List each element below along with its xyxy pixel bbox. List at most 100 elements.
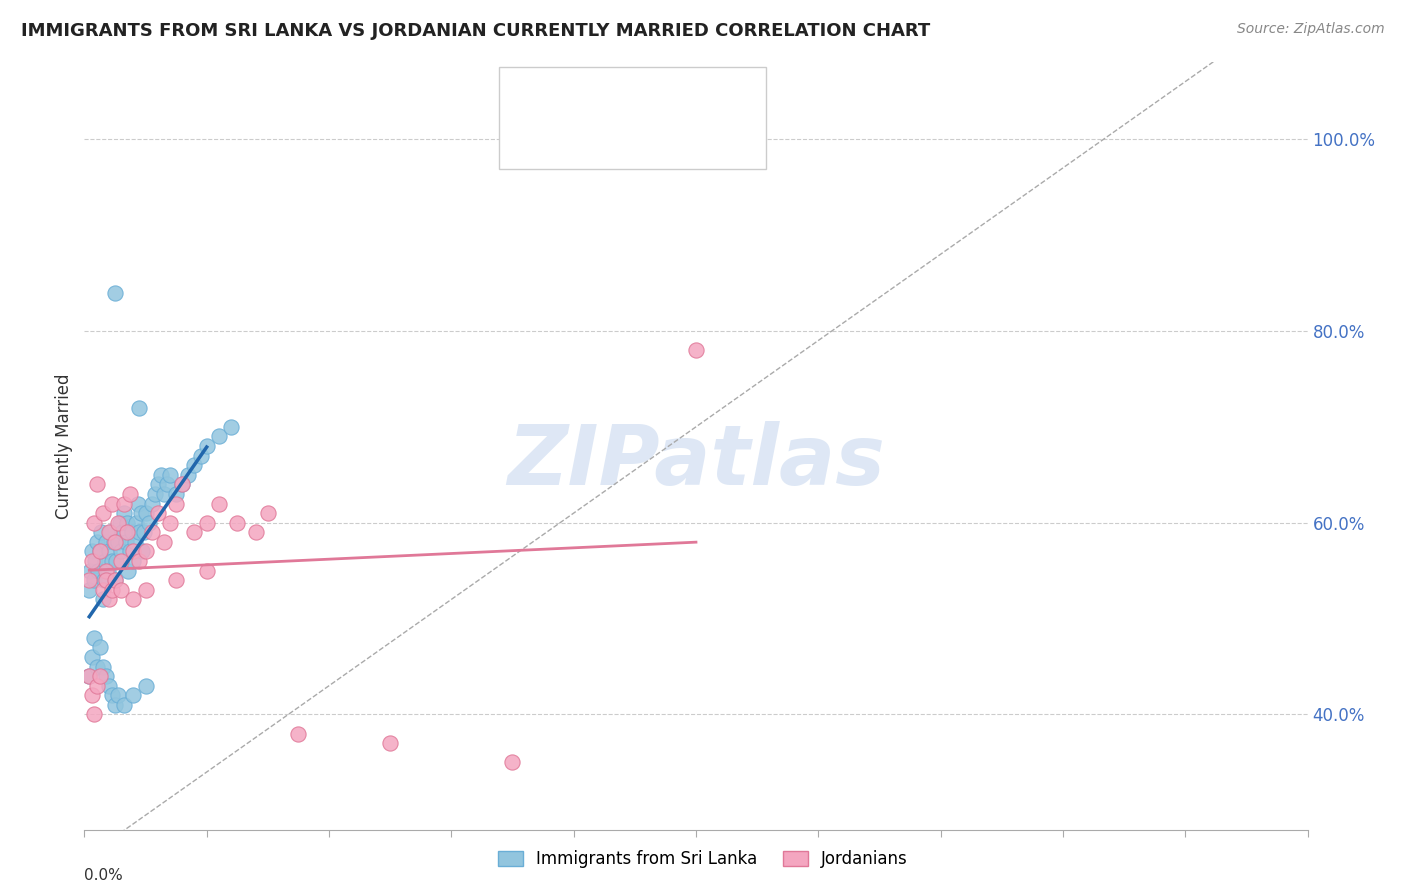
Point	[77, 582, 100, 597]
Point	[128, 554, 150, 568]
Point	[165, 574, 187, 588]
Point	[159, 516, 181, 530]
Point	[97, 544, 120, 558]
Point	[104, 574, 127, 588]
Point	[80, 554, 103, 568]
Point	[94, 564, 117, 578]
Point	[122, 544, 145, 558]
Point	[122, 554, 145, 568]
Point	[195, 516, 218, 530]
Point	[84, 554, 107, 568]
Point	[121, 525, 143, 540]
Point	[141, 525, 163, 540]
Point	[122, 592, 145, 607]
Point	[112, 698, 135, 712]
Point	[129, 506, 152, 520]
Point	[108, 516, 131, 530]
Text: R =: R =	[548, 78, 585, 96]
Point	[89, 640, 111, 655]
Point	[107, 535, 129, 549]
Point	[257, 506, 280, 520]
Point	[149, 467, 172, 482]
Point	[122, 689, 145, 703]
Point	[134, 525, 156, 540]
Point	[83, 574, 105, 588]
Point	[138, 516, 160, 530]
Point	[135, 582, 157, 597]
Point	[80, 689, 103, 703]
Point	[98, 525, 121, 540]
Point	[90, 525, 112, 540]
Point	[380, 736, 402, 750]
Point	[80, 544, 103, 558]
Point	[135, 679, 157, 693]
Point	[195, 564, 218, 578]
Point	[97, 525, 120, 540]
Point	[156, 477, 179, 491]
Point	[104, 535, 127, 549]
Point	[101, 582, 124, 597]
Point	[107, 516, 129, 530]
Point	[141, 497, 163, 511]
Point	[87, 564, 110, 578]
Point	[101, 689, 124, 703]
Point	[101, 497, 124, 511]
Point	[93, 554, 115, 568]
Point	[91, 582, 114, 597]
Point	[89, 544, 111, 558]
Point	[143, 487, 166, 501]
Point	[91, 659, 114, 673]
Text: Source: ZipAtlas.com: Source: ZipAtlas.com	[1237, 22, 1385, 37]
Point	[117, 564, 139, 578]
Point	[219, 420, 242, 434]
Text: IMMIGRANTS FROM SRI LANKA VS JORDANIAN CURRENTLY MARRIED CORRELATION CHART: IMMIGRANTS FROM SRI LANKA VS JORDANIAN C…	[21, 22, 931, 40]
Point	[135, 506, 157, 520]
Point	[135, 544, 157, 558]
Point	[183, 458, 205, 473]
Legend: Immigrants from Sri Lanka, Jordanians: Immigrants from Sri Lanka, Jordanians	[492, 844, 914, 875]
Text: 0.189: 0.189	[579, 118, 631, 136]
Point	[226, 516, 249, 530]
Point	[128, 401, 150, 415]
Point	[153, 487, 176, 501]
Point	[89, 669, 111, 683]
Point	[105, 554, 128, 568]
Point	[685, 343, 707, 358]
Point	[77, 669, 100, 683]
Point	[112, 497, 135, 511]
Text: 0.373: 0.373	[579, 78, 633, 96]
Point	[94, 669, 117, 683]
Point	[146, 477, 169, 491]
Point	[86, 679, 108, 693]
Point	[208, 497, 231, 511]
Point	[172, 477, 194, 491]
Point	[110, 544, 132, 558]
Point	[115, 535, 138, 549]
Point	[91, 592, 114, 607]
Point	[183, 525, 205, 540]
Point	[104, 285, 127, 300]
Point	[86, 659, 108, 673]
Point	[94, 574, 117, 588]
Point	[94, 535, 117, 549]
Point	[83, 631, 105, 645]
Point	[165, 487, 187, 501]
Text: R =: R =	[548, 118, 585, 136]
Point	[115, 525, 138, 540]
Point	[111, 525, 134, 540]
Point	[97, 679, 120, 693]
Point	[287, 727, 309, 741]
Point	[110, 582, 132, 597]
Point	[77, 669, 100, 683]
Point	[112, 506, 135, 520]
Point	[127, 497, 149, 511]
Point	[103, 535, 125, 549]
Point	[502, 756, 524, 770]
Point	[86, 535, 108, 549]
Text: N =: N =	[633, 78, 669, 96]
Point	[165, 497, 187, 511]
Y-axis label: Currently Married: Currently Married	[55, 373, 73, 519]
Text: ZIPatlas: ZIPatlas	[508, 421, 884, 502]
Point	[97, 564, 120, 578]
Point	[86, 477, 108, 491]
